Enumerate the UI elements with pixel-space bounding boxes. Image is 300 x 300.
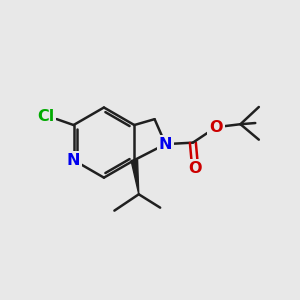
Polygon shape (131, 160, 139, 194)
Text: Cl: Cl (37, 109, 54, 124)
Text: O: O (209, 120, 223, 135)
Text: N: N (159, 136, 172, 152)
Text: O: O (188, 161, 202, 176)
Text: N: N (67, 153, 80, 168)
